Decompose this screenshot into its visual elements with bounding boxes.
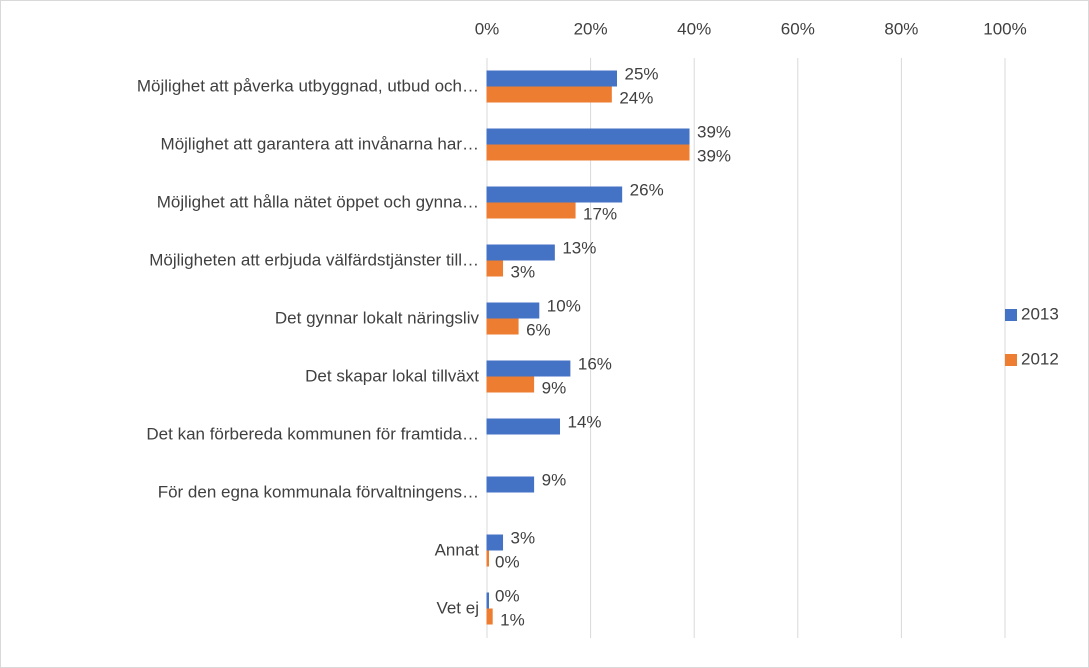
bar <box>486 128 690 145</box>
bar <box>486 302 540 319</box>
value-label: 0% <box>495 586 520 605</box>
value-label: 13% <box>562 238 596 257</box>
legend-swatch <box>1005 354 1017 366</box>
bar <box>486 376 535 393</box>
bar <box>486 476 535 493</box>
bar <box>486 318 519 335</box>
bar <box>486 608 493 625</box>
y-tick-label: Det gynnar lokalt näringsliv <box>275 308 480 327</box>
value-label: 6% <box>526 320 551 339</box>
y-tick-label: Möjlighet att hålla nätet öppet och gynn… <box>157 192 479 211</box>
value-label: 25% <box>625 64 659 83</box>
x-tick-label: 80% <box>884 19 918 38</box>
y-tick-label: Möjlighet att påverka utbyggnad, utbud o… <box>137 76 479 95</box>
bar <box>486 244 555 261</box>
bar <box>486 418 561 435</box>
y-tick-label: Det kan förbereda kommunen för framtida… <box>146 424 479 443</box>
x-tick-label: 20% <box>574 19 608 38</box>
y-tick-label: Vet ej <box>436 598 479 617</box>
value-label: 9% <box>542 470 567 489</box>
bar <box>486 360 571 377</box>
bar <box>486 70 617 87</box>
legend-label: 2012 <box>1021 349 1059 368</box>
bar <box>486 550 489 567</box>
value-label: 9% <box>542 378 567 397</box>
bar <box>486 202 576 219</box>
value-label: 3% <box>511 528 536 547</box>
y-tick-label: För den egna kommunala förvaltningens… <box>158 482 479 501</box>
value-label: 17% <box>583 204 617 223</box>
value-label: 14% <box>568 412 602 431</box>
x-tick-label: 40% <box>677 19 711 38</box>
value-label: 39% <box>697 146 731 165</box>
y-tick-label: Annat <box>435 540 480 559</box>
value-label: 26% <box>630 180 664 199</box>
bar <box>486 144 690 161</box>
value-label: 16% <box>578 354 612 373</box>
bar <box>486 534 504 551</box>
y-tick-label: Det skapar lokal tillväxt <box>305 366 479 385</box>
bar <box>486 86 612 103</box>
value-label: 1% <box>500 610 525 629</box>
bar <box>486 260 504 277</box>
legend-label: 2013 <box>1021 304 1059 323</box>
bar <box>486 592 489 609</box>
x-tick-label: 100% <box>983 19 1026 38</box>
y-tick-label: Möjlighet att garantera att invånarna ha… <box>161 134 479 153</box>
x-tick-label: 0% <box>475 19 500 38</box>
legend-swatch <box>1005 309 1017 321</box>
value-label: 3% <box>511 262 536 281</box>
bar <box>486 186 623 203</box>
value-label: 0% <box>495 552 520 571</box>
value-label: 39% <box>697 122 731 141</box>
y-tick-label: Möjligheten att erbjuda välfärdstjänster… <box>149 250 479 269</box>
value-label: 24% <box>619 88 653 107</box>
value-label: 10% <box>547 296 581 315</box>
x-tick-label: 60% <box>781 19 815 38</box>
